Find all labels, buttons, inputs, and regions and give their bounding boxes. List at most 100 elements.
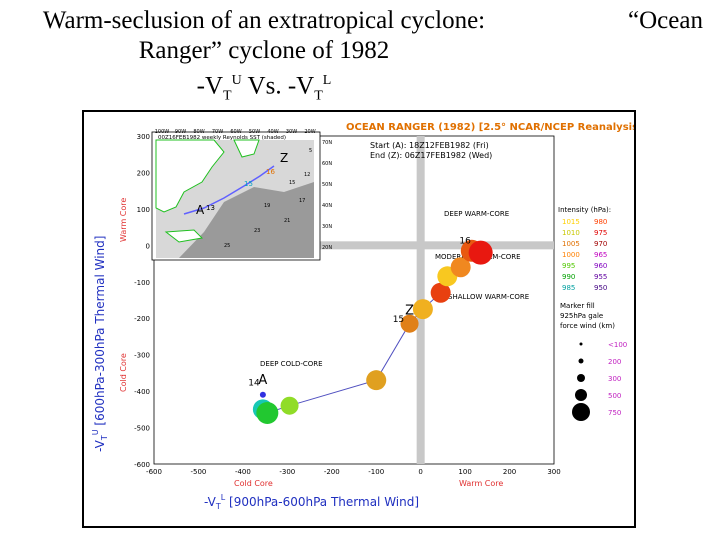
inset-sst-value-5: 25: [224, 243, 230, 249]
intensity-left-0: 1015: [562, 218, 580, 226]
x-tick-7: 100: [458, 468, 471, 476]
track-point-10: [468, 240, 493, 265]
inset-track-label-3: A: [196, 203, 205, 217]
intensity-right-1: 975: [594, 229, 607, 237]
quadrant-deep-warm: DEEP WARM-CORE: [444, 210, 509, 218]
inset-sst-value-2: 19: [264, 203, 270, 209]
intensity-legend: Intensity (hPa): 1015 980 1010 975 1005 970 10…: [558, 206, 627, 421]
track-label-0: A: [258, 373, 267, 388]
x-tick-6: 0: [418, 468, 422, 476]
x-axis-label: -VTL [900hPa-600hPa Thermal Wind]: [204, 493, 419, 511]
track-point-1: [256, 401, 279, 424]
y-tick-6: 0: [146, 242, 150, 250]
y-tick-2: -400: [134, 388, 150, 396]
inset-track-label-2: 15: [244, 180, 253, 188]
y-cold-core-label: Cold Core: [119, 353, 128, 392]
chart-title: OCEAN RANGER (1982) [2.5° NCAR/NCEP Rean…: [346, 122, 634, 133]
x-tick-3: -300: [279, 468, 295, 476]
size-marker-1: [578, 358, 584, 364]
inset-lat-3: 40N: [322, 203, 332, 209]
track-point-11: [259, 391, 266, 398]
inset-sst-value-0: 15: [289, 180, 295, 186]
x-tick-0: -600: [146, 468, 162, 476]
zero-line-horizontal: [154, 241, 554, 250]
size-marker-2: [577, 374, 585, 382]
size-label-1: 200: [608, 358, 621, 366]
inset-map-title: 00Z16FEB1982 weekly Reynolds SST (shaded…: [158, 135, 286, 141]
inset-lat-1: 60N: [322, 161, 332, 167]
inset-track-label-4: 13: [206, 204, 215, 212]
legend-note-1: Marker fill: [560, 302, 595, 310]
track-point-5: [412, 299, 433, 320]
size-marker-4: [572, 403, 590, 421]
x-tick-labels: -600 -500 -400 -300 -200 -100 0 100 200 300: [146, 468, 561, 476]
intensity-right-5: 955: [594, 273, 607, 281]
y-tick-5: -100: [134, 279, 150, 287]
inset-lon-5: 50W: [249, 129, 260, 135]
x-tick-4: -200: [324, 468, 340, 476]
intensity-left-1: 1010: [562, 229, 580, 237]
cyclone-track-labels: A14 Z15 16: [248, 237, 471, 389]
inset-lat-5: 20N: [322, 245, 332, 251]
inset-lon-7: 30W: [286, 129, 297, 135]
intensity-left-5: 990: [562, 273, 575, 281]
y-tick-8: 200: [137, 169, 150, 177]
phase-space-chart: -600 -500 -400 -300 -200 -100 0 100 200 300 -600 -…: [91, 122, 643, 511]
y-tick-1: -500: [134, 425, 150, 433]
slide-title-line3: -VTU Vs. -VTL: [196, 72, 332, 104]
intensity-right-2: 970: [594, 240, 607, 248]
inset-lon-0: 100W: [155, 129, 170, 135]
inset-sst-map: 00Z16FEB1982 weekly Reynolds SST (shaded…: [151, 129, 332, 261]
intensity-left-6: 985: [562, 284, 575, 292]
inset-lat-0: 70N: [322, 140, 332, 146]
x-cold-core-label: Cold Core: [234, 479, 273, 488]
x-tick-1: -500: [190, 468, 206, 476]
inset-track-label-0: Z: [280, 151, 288, 165]
legend-note-3: force wind (km): [560, 322, 615, 330]
x-tick-2: -400: [235, 468, 251, 476]
y-warm-core-label: Warm Core: [119, 198, 128, 242]
intensity-legend-title: Intensity (hPa):: [558, 206, 611, 214]
y-tick-7: 100: [137, 206, 150, 214]
inset-lon-4: 60W: [230, 129, 241, 135]
x-tick-5: -100: [368, 468, 384, 476]
inset-sst-value-7: 5: [309, 148, 312, 154]
intensity-left-3: 1000: [562, 251, 580, 259]
y-tick-labels: -600 -500 -400 -300 -200 -100 0 100 200 300: [134, 133, 150, 469]
inset-lon-3: 70W: [212, 129, 223, 135]
size-label-4: 750: [608, 409, 621, 417]
intensity-right-4: 960: [594, 262, 607, 270]
x-warm-core-label: Warm Core: [459, 479, 503, 488]
size-label-2: 300: [608, 375, 621, 383]
inset-lon-6: 40W: [267, 129, 278, 135]
slide-title-line2: Ranger” cyclone of 1982: [138, 37, 390, 64]
track-point-8: [450, 257, 471, 278]
track-point-4: [400, 314, 419, 333]
y-tick-3: -300: [134, 352, 150, 360]
inset-track-label-1: 16: [266, 168, 275, 176]
quadrant-shallow-warm: SHALLOW WARM-CORE: [448, 293, 529, 301]
intensity-right-0: 980: [594, 218, 607, 226]
slide-title: Warm-seclusion of an extratropical cyclo…: [4, 6, 524, 111]
chart-frame: -600 -500 -400 -300 -200 -100 0 100 200 300 -600 -…: [82, 110, 643, 528]
chart-start-label: Start (A): 18Z12FEB1982 (Fri): [370, 141, 489, 150]
inset-lon-2: 80W: [193, 129, 204, 135]
track-label-1: 14: [248, 379, 260, 389]
inset-sst-value-1: 17: [299, 198, 305, 204]
legend-note-2: 925hPa gale: [560, 312, 603, 320]
quadrant-deep-cold: DEEP COLD-CORE: [260, 360, 323, 368]
size-label-0: <100: [608, 341, 627, 349]
y-tick-0: -600: [134, 461, 150, 469]
inset-lat-4: 30N: [322, 224, 332, 230]
slide-title-line1: Warm-seclusion of an extratropical cyclo…: [42, 7, 486, 34]
inset-lon-8: 20W: [304, 129, 315, 135]
y-tick-4: -200: [134, 315, 150, 323]
intensity-right-6: 950: [594, 284, 607, 292]
inset-lat-2: 50N: [322, 182, 332, 188]
intensity-left-4: 995: [562, 262, 575, 270]
size-marker-0: [579, 342, 583, 346]
track-point-3: [366, 370, 387, 391]
intensity-left-2: 1005: [562, 240, 580, 248]
inset-sst-value-4: 23: [254, 228, 260, 234]
inset-lon-1: 90W: [175, 129, 186, 135]
